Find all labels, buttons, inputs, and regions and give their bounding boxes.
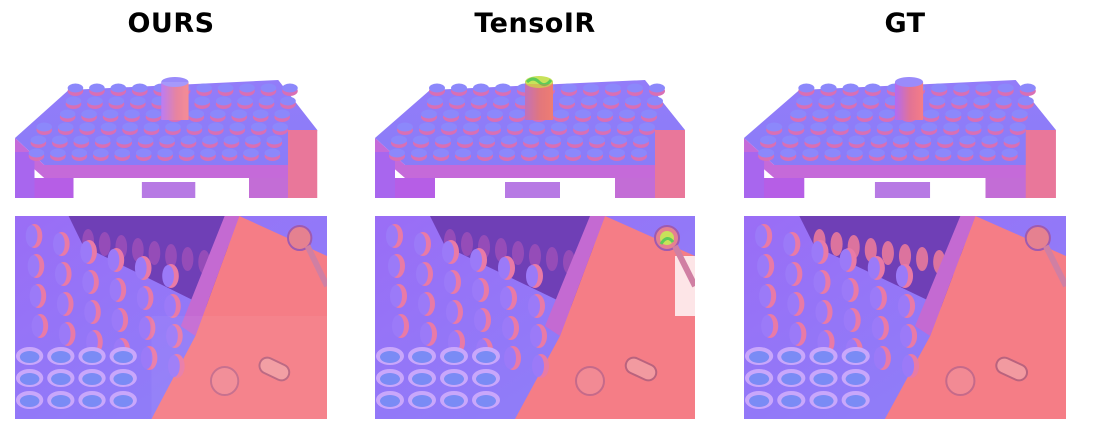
column-title-ours: OURS xyxy=(127,8,215,39)
bottom-panel-tensoir xyxy=(375,216,695,419)
top-panel-gt xyxy=(744,60,1066,198)
top-panel-tensoir xyxy=(375,60,695,198)
column-title-gt: GT xyxy=(884,8,926,39)
top-panel-ours xyxy=(15,60,327,198)
bottom-panel-ours xyxy=(15,216,327,419)
column-title-tensoir: TensoIR xyxy=(474,8,596,39)
bottom-panel-gt xyxy=(744,216,1066,419)
